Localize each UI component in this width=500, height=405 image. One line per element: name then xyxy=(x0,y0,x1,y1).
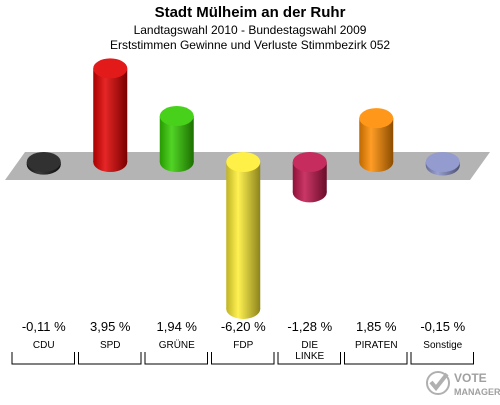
category-label: DIE xyxy=(301,340,318,351)
bar-bottom-cap xyxy=(359,152,394,172)
category-label: PIRATEN xyxy=(355,340,398,351)
bar-top-cap xyxy=(159,106,194,127)
bar-spd xyxy=(93,58,128,172)
value-label: 1,94 % xyxy=(157,319,198,334)
bar-sonstige xyxy=(425,152,460,176)
category-bracket xyxy=(144,352,208,365)
value-label: 3,95 % xyxy=(90,319,131,334)
chart-subtitle-1: Landtagswahl 2010 - Bundestagswahl 2009 xyxy=(133,23,367,37)
category-bracket xyxy=(78,352,142,365)
value-label: -0,15 % xyxy=(420,319,465,334)
logo-text-1: VOTE xyxy=(454,371,487,385)
chart-subtitle-2: Erststimmen Gewinne und Verluste Stimmbe… xyxy=(109,38,391,52)
bar-top-cap xyxy=(226,152,261,172)
value-label: -6,20 % xyxy=(221,319,266,334)
bar-top-cap xyxy=(26,152,61,172)
bars-group xyxy=(26,58,460,319)
bar-bottom-cap xyxy=(93,152,128,172)
checkmark-icon xyxy=(426,371,450,395)
bar-bottom-cap xyxy=(226,298,261,319)
value-labels-group: -0,11 % 3,95 % 1,94 % -6,20 % -1,28 % 1,85 % -… xyxy=(22,319,466,334)
bar-bottom-cap xyxy=(292,182,327,203)
category-bracket xyxy=(344,352,408,365)
bar-top-cap xyxy=(359,108,394,129)
category-bracket xyxy=(277,352,341,365)
chart-title: Stadt Mülheim an der Ruhr xyxy=(154,4,346,21)
category-label: LINKE xyxy=(295,351,324,362)
category-bracket xyxy=(211,352,275,365)
bar-grüne xyxy=(159,106,194,172)
category-label: CDU xyxy=(33,340,55,351)
category-label: SPD xyxy=(100,340,121,351)
logo-text-2: MANAGER xyxy=(454,387,500,397)
value-label: 1,85 % xyxy=(356,319,397,334)
category-label: FDP xyxy=(233,340,253,351)
bar-body xyxy=(93,68,128,162)
category-label: Sonstige xyxy=(423,340,462,351)
category-bracket xyxy=(11,352,75,365)
value-label: -0,11 % xyxy=(22,319,66,334)
bar-piraten xyxy=(359,108,394,172)
bar-top-cap xyxy=(292,152,327,172)
bar-cdu xyxy=(26,152,61,175)
category-label: GRÜNE xyxy=(159,339,195,351)
category-bracket xyxy=(410,352,474,365)
bar-fdp xyxy=(226,152,261,319)
bar-body xyxy=(226,162,261,309)
bar-die-linke xyxy=(292,152,327,203)
bar-top-cap xyxy=(93,58,128,79)
bar-top-cap xyxy=(425,152,460,172)
vote-manager-logo: VOTE MANAGER xyxy=(425,366,500,400)
bar-bottom-cap xyxy=(159,152,194,172)
value-label: -1,28 % xyxy=(287,319,332,334)
